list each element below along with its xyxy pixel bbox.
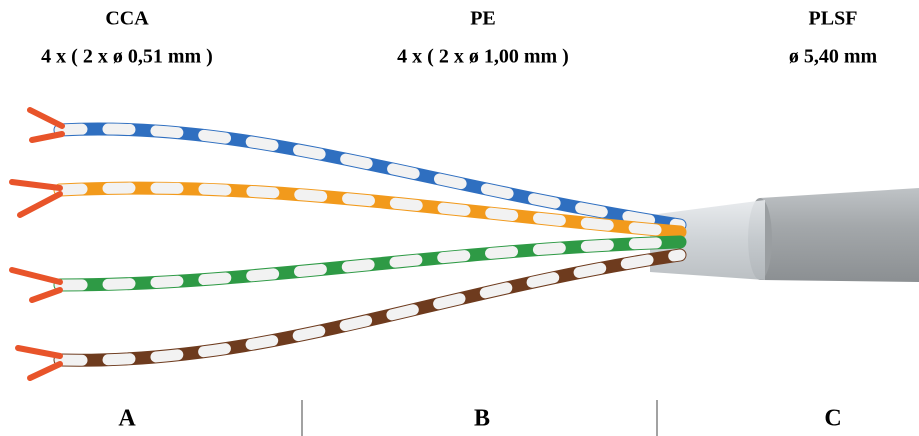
column-spec: 4 x ( 2 x ø 0,51 mm ) [41, 46, 213, 68]
conductor-tips [9, 107, 65, 381]
column-spec: ø 5,40 mm [789, 46, 878, 68]
column-label: A [118, 406, 136, 432]
pairs [53, 122, 687, 367]
jacket [760, 188, 919, 282]
pair-blue-white [54, 123, 686, 231]
column-name: PE [470, 8, 496, 30]
pair-orange-white [54, 182, 686, 238]
pair-brown-white [54, 249, 686, 366]
column-label: B [474, 406, 490, 432]
column-spec: 4 x ( 2 x ø 1,00 mm ) [397, 46, 569, 68]
column-name: CCA [105, 8, 149, 30]
column-label: C [824, 406, 841, 432]
pair-green-white [54, 236, 686, 291]
column-name: PLSF [809, 8, 858, 30]
